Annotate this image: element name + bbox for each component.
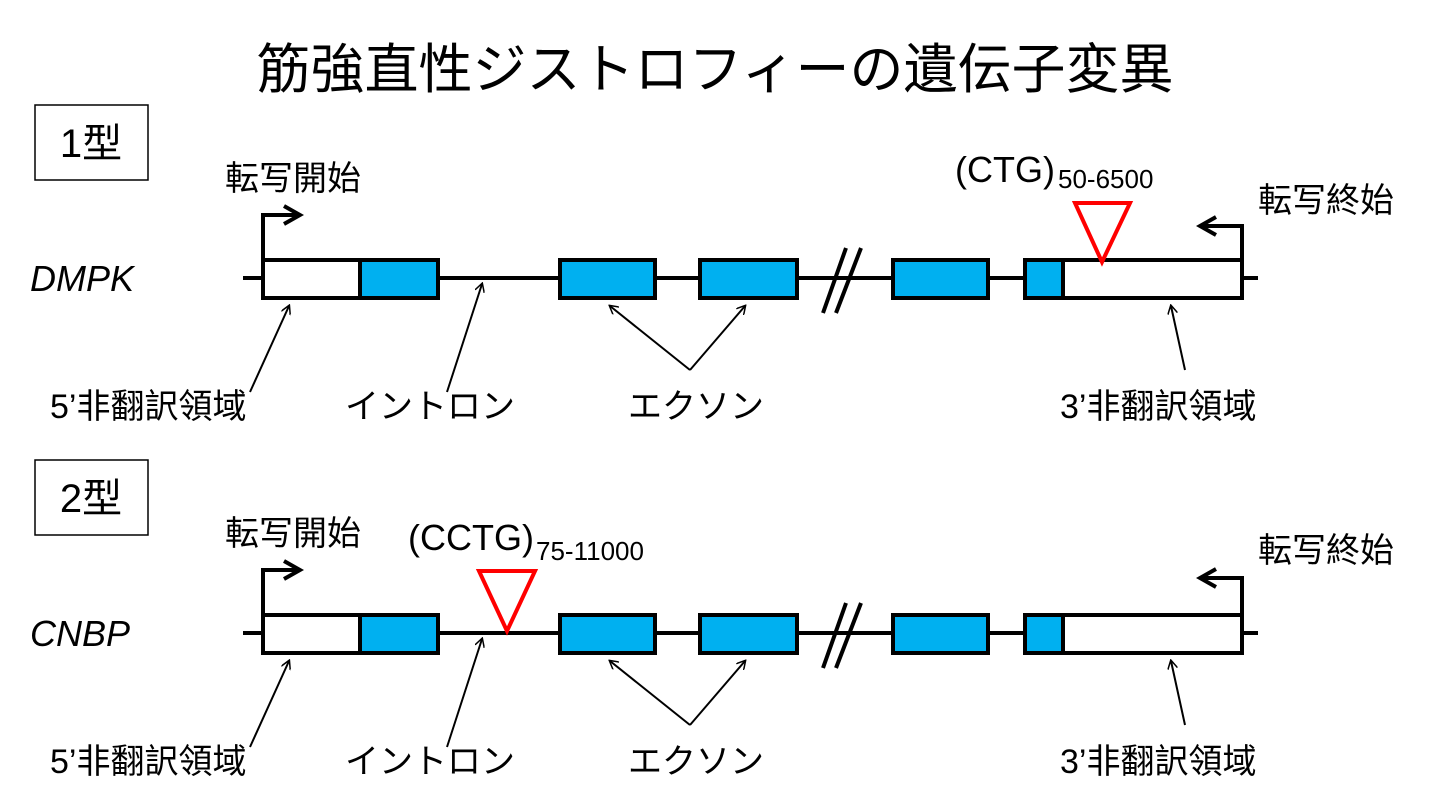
pointer-arrow [249,661,289,748]
pointer-arrow [689,306,745,371]
utr5-box [261,258,362,300]
utr5-label: 5’非翻訳領域 [50,743,246,781]
intron-label: イントロン [345,388,515,426]
gene-name: DMPK [30,258,136,299]
break-mark [821,602,848,669]
pointer-arrow [610,306,691,371]
pointer-arrow [689,661,745,726]
exon-box [891,258,990,300]
break-mark [834,247,863,314]
break-mark [834,602,863,669]
intron-label: イントロン [345,743,515,781]
utr3-box [1061,258,1244,300]
type-label: 1型 [60,122,122,166]
exon-box [558,613,657,655]
repeat-range: 75-11000 [536,536,644,566]
transcription-start-label: 転写開始 [225,160,361,198]
type-label-box [34,104,149,181]
gene-name: CNBP [30,613,130,654]
utr3-box [1061,613,1244,655]
gene-structure [243,201,1258,314]
utr5-box [261,613,362,655]
repeat-label: (CTG) [955,149,1055,190]
exon-box [1023,613,1065,655]
exon-box [891,613,990,655]
transcription-start-label: 転写開始 [225,515,361,553]
pointer-arrow [1171,661,1186,726]
exon-box [558,258,657,300]
break-mark [821,247,848,314]
exon-box [358,613,440,655]
page-title: 筋強直性ジストロフィーの遺伝子変異 [257,40,1174,100]
transcription-end-label: 転写終始 [1258,532,1394,570]
pointer-arrow [249,306,289,393]
type-1-panel: 1型 転写開始 転写終始 DMPK (CTG) 50-6500 5’非翻訳領域 … [30,104,1394,426]
exon-box [698,258,799,300]
exon-label: エクソン [628,743,764,781]
pointer-arrow [610,661,691,726]
type-label-box [34,459,149,536]
exon-box [698,613,799,655]
pointer-arrow [446,639,482,748]
repeat-marker-triangle [1071,201,1134,267]
exon-box [1023,258,1065,300]
exon-box [358,258,440,300]
type-2-panel: 2型 転写開始 転写終始 CNBP (CCTG) 75-11000 5’非翻訳領… [30,459,1394,781]
pointer-arrow [446,284,482,393]
repeat-label: (CCTG) [408,517,534,558]
repeat-marker-triangle [475,569,539,636]
transcription-start-arrow [261,215,300,278]
repeat-range: 50-6500 [1058,164,1153,194]
utr3-label: 3’非翻訳領域 [1060,743,1256,781]
gene-structure [243,569,1258,669]
utr3-label: 3’非翻訳領域 [1060,388,1256,426]
type-label: 2型 [60,477,122,521]
transcription-start-arrow [261,570,300,633]
exon-label: エクソン [628,388,764,426]
transcription-end-label: 転写終始 [1258,182,1394,220]
pointer-arrow [1171,306,1186,371]
utr5-label: 5’非翻訳領域 [50,388,246,426]
